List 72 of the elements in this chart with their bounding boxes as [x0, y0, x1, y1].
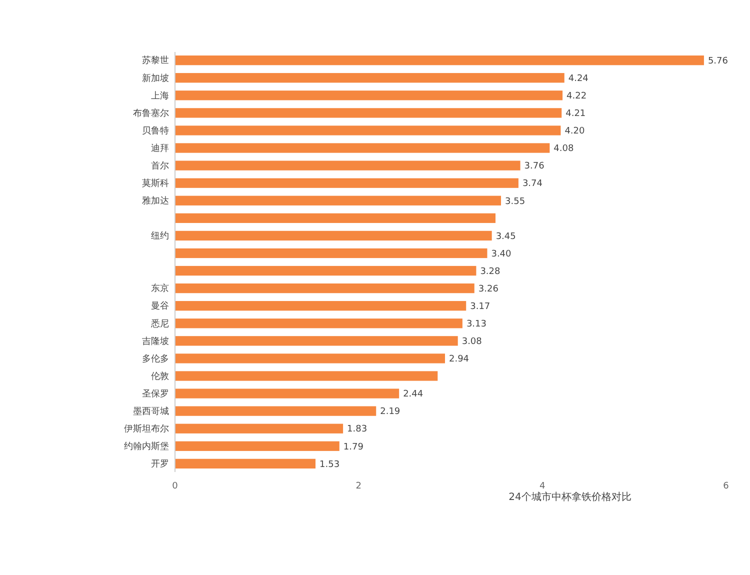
y-tick-label: 伊斯坦布尔 [124, 423, 169, 434]
data-label: 2.19 [380, 407, 400, 418]
y-tick-label: 伦敦 [151, 370, 169, 382]
y-tick-label: 布鲁塞尔 [133, 108, 169, 119]
data-label: 3.08 [462, 337, 482, 348]
bar [175, 178, 518, 188]
bar [175, 388, 400, 398]
data-label: 2.44 [403, 390, 424, 400]
bar [175, 266, 476, 276]
data-label: 4.08 [554, 144, 574, 154]
y-tick-label: 莫斯科 [142, 178, 169, 189]
bar [175, 283, 474, 294]
bar [175, 458, 316, 468]
y-tick-label: 苏黎世 [142, 55, 169, 66]
y-tick-label: 纽约 [151, 230, 169, 242]
bar [175, 406, 376, 416]
data-label: 2.94 [448, 354, 470, 365]
y-tick-label: 首尔 [151, 160, 169, 172]
data-label: 3.45 [496, 232, 516, 242]
x-tick-label: 2 [356, 481, 362, 492]
bar [175, 108, 562, 118]
data-label: 3.40 [491, 249, 512, 260]
bar [175, 90, 563, 100]
y-tick-label: 墨西哥城 [133, 406, 169, 417]
data-label: 3.17 [470, 302, 490, 312]
y-tick-label: 贝鲁特 [142, 125, 169, 136]
bar [175, 160, 520, 170]
data-label: 3.28 [480, 266, 501, 277]
bar [175, 336, 458, 346]
data-label: 1.53 [320, 460, 340, 470]
data-label: 3.76 [524, 162, 545, 172]
data-label: 4.20 [564, 126, 586, 137]
bar [175, 371, 438, 381]
data-label: 1.83 [347, 424, 368, 435]
y-tick-label: 多伦多 [142, 353, 169, 364]
bar [175, 213, 496, 223]
y-tick-label: 迪拜 [151, 142, 169, 154]
y-tick-label: 约翰内斯堡 [124, 441, 169, 452]
y-tick-label: 曼谷 [151, 300, 169, 312]
y-tick-label: 开罗 [151, 460, 169, 470]
data-label: 3.13 [466, 320, 486, 330]
bar [175, 73, 564, 83]
y-tick-label: 圣保罗 [142, 388, 169, 400]
x-axis-title: 24个城市中杯拿铁价格对比 [508, 491, 632, 503]
x-tick-label: 0 [172, 481, 178, 492]
data-label: 3.26 [478, 284, 499, 294]
bar [175, 230, 492, 241]
y-tick-label: 新加坡 [142, 72, 169, 84]
y-tick-label: 雅加达 [142, 196, 169, 206]
y-tick-label: 悉尼 [150, 318, 169, 330]
y-tick-label: 吉隆坡 [142, 336, 169, 347]
data-label: 4.24 [568, 74, 589, 84]
data-label: 4.21 [566, 109, 586, 120]
data-label: 1.79 [343, 442, 364, 452]
data-label: 5.76 [708, 56, 728, 66]
bar [175, 143, 550, 153]
bar [175, 354, 445, 364]
y-tick-label: 上海 [151, 90, 169, 102]
data-label: 3.55 [505, 196, 526, 207]
bar [175, 196, 502, 206]
bar [175, 441, 340, 451]
bar [175, 424, 344, 434]
bar [175, 248, 488, 258]
data-label: 3.74 [522, 179, 543, 190]
bar [175, 301, 466, 311]
data-label: 4.22 [566, 92, 587, 102]
bar [175, 56, 704, 66]
bar [175, 318, 462, 328]
x-tick-label: 4 [539, 481, 546, 492]
y-tick-label: 东京 [151, 283, 169, 294]
bar [175, 126, 561, 136]
x-tick-label: 6 [723, 481, 730, 492]
